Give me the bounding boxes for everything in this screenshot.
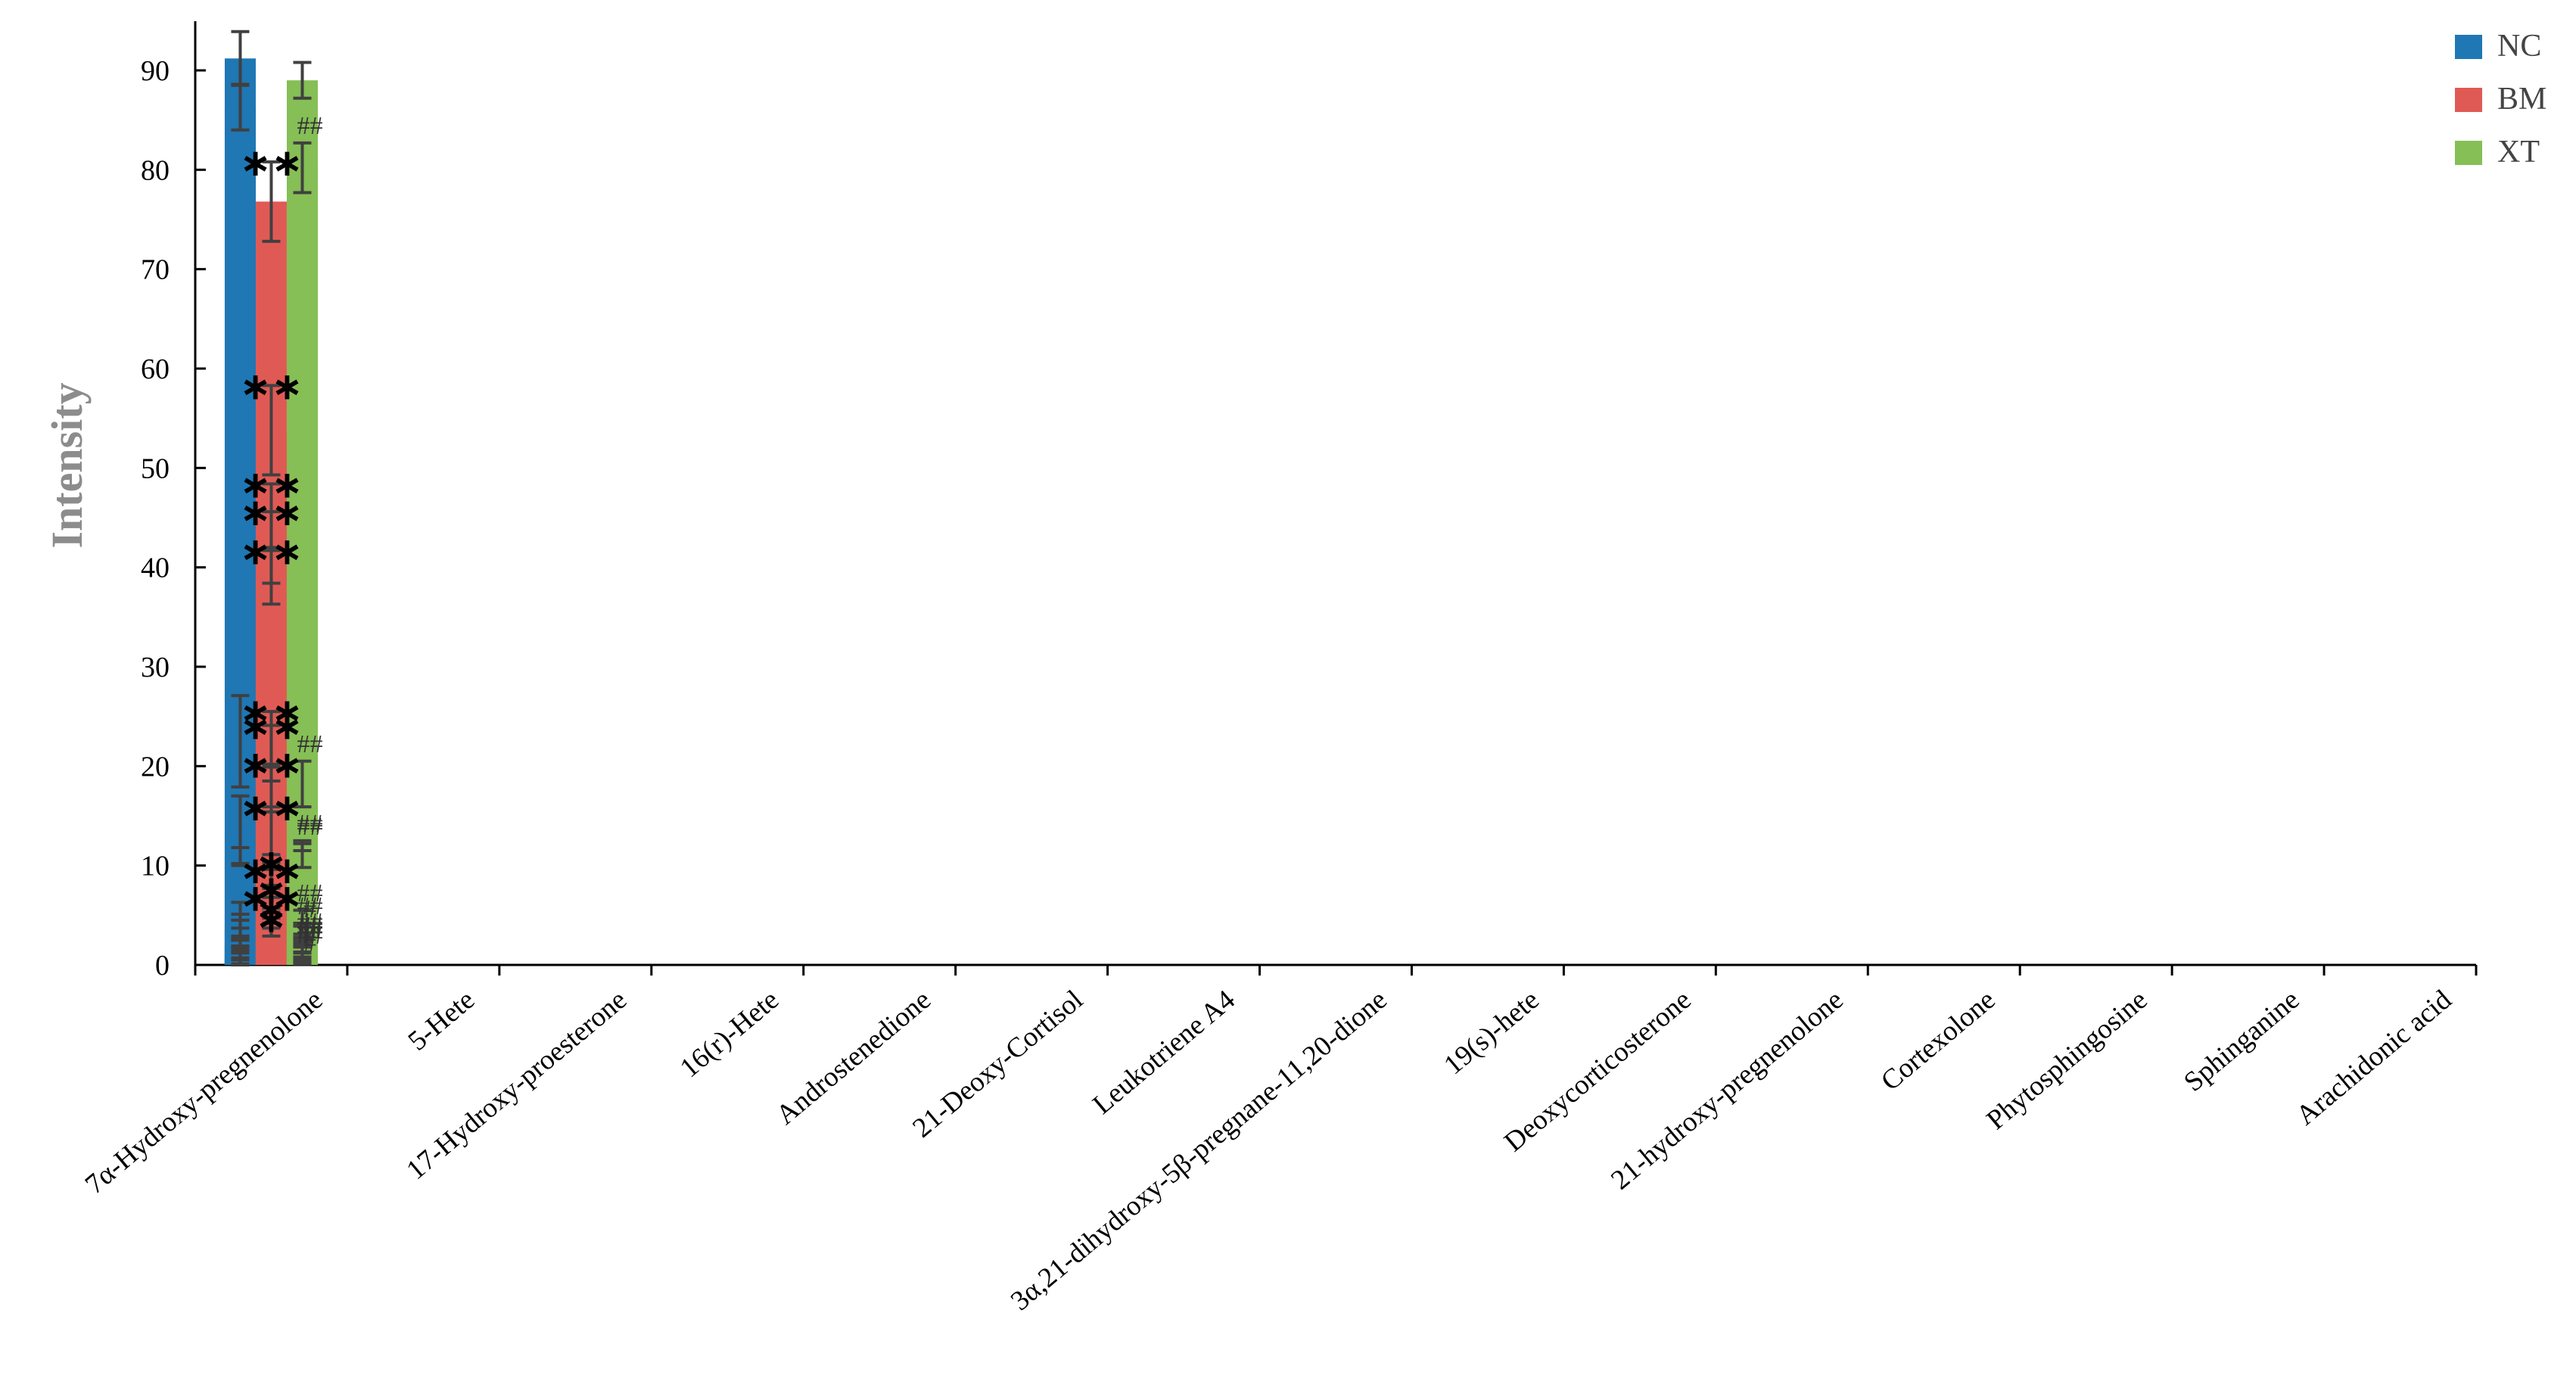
significance-hash: ## — [297, 112, 322, 140]
legend-swatch-nc — [2455, 35, 2482, 59]
significance-hash: ## — [297, 813, 322, 841]
significance-star: ∗ — [256, 868, 288, 910]
category-label: Phytosphingosine — [1981, 984, 2154, 1136]
y-tick-label: 0 — [155, 950, 170, 982]
significance-star: ∗∗ — [240, 491, 303, 534]
error-bar — [293, 950, 312, 964]
error-bar — [231, 794, 250, 867]
category-label: Arachidonic acid — [2291, 984, 2458, 1131]
significance-annotations: ∗∗##∗∗##∗∗##∗∗##∗#∗∗##∗#∗∗##∗∗##∗∗##∗ #∗∗… — [240, 112, 323, 957]
legend-swatch-xt — [2455, 141, 2482, 165]
significance-hash: ## — [297, 912, 322, 940]
significance-star: ∗∗ — [240, 530, 303, 572]
error-bar — [293, 759, 312, 809]
significance-hash: ## — [297, 810, 322, 838]
significance-hash: ## — [297, 916, 322, 944]
bar-xt — [286, 80, 318, 966]
legend-label-nc: NC — [2497, 29, 2541, 64]
error-bar — [262, 384, 281, 477]
error-bar — [262, 549, 281, 606]
significance-star: ∗∗ — [240, 849, 303, 892]
error-bar — [293, 141, 312, 194]
legend-label-bm: BM — [2497, 82, 2546, 117]
category-label: 19(s)-hete — [1438, 984, 1545, 1081]
category-label: Leukotriene A4 — [1087, 984, 1240, 1120]
y-tick-label: 50 — [141, 453, 170, 484]
category-label: Cortexolone — [1875, 984, 2001, 1097]
error-bar — [262, 482, 281, 549]
x-axis — [194, 963, 2478, 976]
error-bar — [293, 61, 312, 100]
error-bar — [262, 724, 281, 769]
error-bar — [262, 916, 281, 938]
significance-hash: # — [303, 912, 316, 940]
significance-hash: ## — [297, 922, 322, 950]
error-bar — [293, 839, 312, 852]
legend-swatch-bm — [2455, 88, 2482, 112]
significance-hash: # — [303, 929, 316, 957]
y-tick-label: 20 — [141, 751, 170, 783]
y-tick-label: 90 — [141, 55, 170, 87]
error-bar — [262, 860, 281, 890]
error-bar — [231, 30, 250, 87]
y-tick-label: 70 — [141, 254, 170, 286]
significance-hash: ## — [297, 879, 322, 907]
y-tick-label: 80 — [141, 154, 170, 186]
y-tick-label: 60 — [141, 353, 170, 385]
error-bar — [231, 694, 250, 789]
y-tick-label: 10 — [141, 851, 170, 882]
category-labels: 7α-Hydroxy-pregnenolone 5-Hete17-Hydroxy-… — [79, 984, 2458, 1317]
legend: NC BM XT — [2455, 29, 2546, 170]
y-tick-label: 40 — [141, 552, 170, 584]
error-bar — [231, 918, 250, 942]
category-label: 16(r)-Hete — [674, 984, 785, 1084]
error-bar — [293, 924, 312, 936]
significance-star: ∗∗ — [240, 142, 303, 184]
error-bars — [231, 30, 312, 966]
significance-star: ∗ — [256, 898, 288, 940]
significance-star: ∗∗ — [240, 786, 303, 829]
significance-hash: # — [303, 921, 316, 949]
category-label: Sphinganine — [2178, 984, 2305, 1097]
y-axis: 0 10 20 30 40 50 60 70 80 90 — [141, 21, 206, 982]
significance-hash: ## — [297, 908, 322, 936]
y-tick-label: 30 — [141, 652, 170, 683]
category-label: Androstenedione — [770, 984, 937, 1131]
significance-star: ∗∗ — [240, 877, 303, 920]
significance-star: ∗ — [256, 888, 288, 930]
significance-hash: ## — [297, 730, 322, 758]
legend-label-xt: XT — [2497, 135, 2540, 170]
significance-star: ∗∗ — [240, 705, 303, 747]
significance-hash: # — [303, 895, 316, 923]
y-axis-label: Intensity — [42, 382, 92, 548]
significance-star: ∗∗ — [240, 744, 303, 786]
category-label: 5-Hete — [403, 984, 481, 1056]
significance-star: ∗ — [256, 842, 288, 885]
significance-hash: ## — [297, 892, 322, 920]
category-label: 7α-Hydroxy-pregnenolone — [79, 984, 328, 1200]
significance-star: ∗∗ — [240, 463, 303, 506]
error-bar — [262, 160, 281, 243]
significance-star: ∗∗ — [240, 365, 303, 407]
bars — [224, 58, 318, 966]
significance-star: ∗∗ — [240, 691, 303, 733]
